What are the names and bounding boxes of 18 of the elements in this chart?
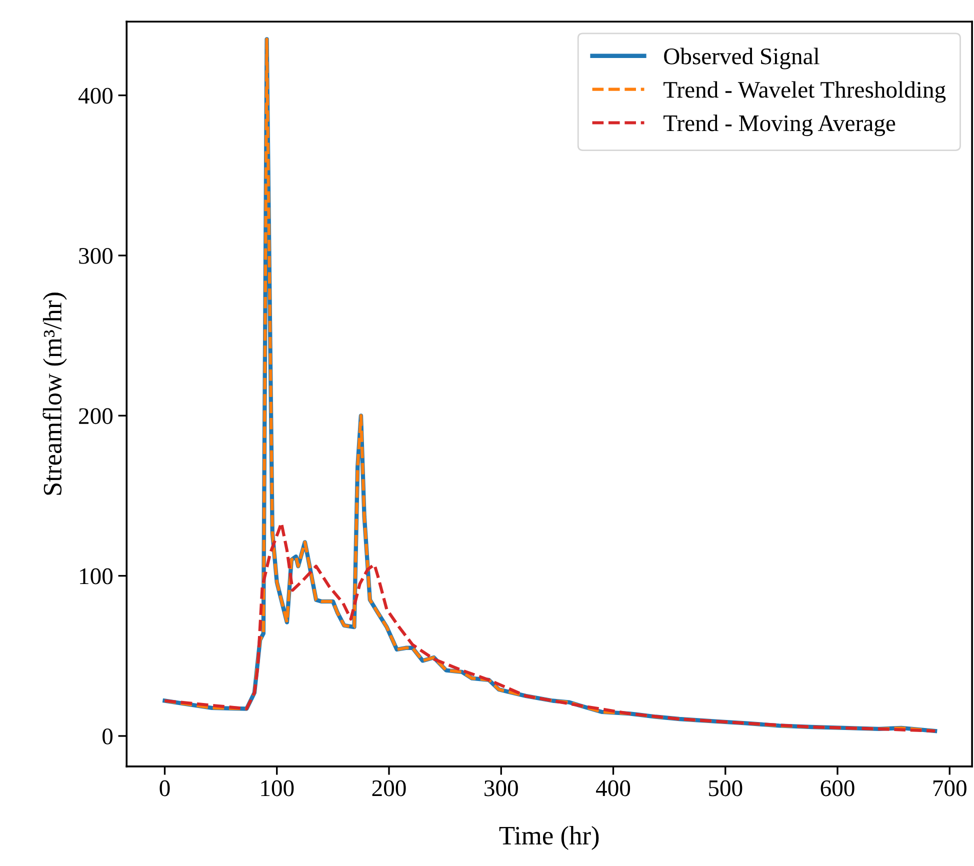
legend-label: Trend - Moving Average <box>664 114 896 136</box>
x-tick-label: 600 <box>820 780 854 796</box>
x-tick-label: 300 <box>484 780 518 796</box>
y-tick-label: 300 <box>79 248 113 264</box>
y-tick-label: 0 <box>102 728 113 744</box>
y-axis-title: Streamflow (m³/hr) <box>42 292 67 495</box>
x-tick-label: 200 <box>372 780 406 796</box>
x-tick-label: 400 <box>596 780 630 796</box>
y-tick-label: 200 <box>79 408 113 424</box>
x-axis-title: Time (hr) <box>499 826 599 850</box>
x-tick-label: 500 <box>709 780 742 796</box>
x-tick-label: 100 <box>261 780 294 796</box>
legend-label: Trend - Wavelet Thresholding <box>664 81 946 103</box>
x-tick-label: 700 <box>933 780 966 796</box>
y-tick-label: 100 <box>80 568 113 584</box>
x-tick-label: 0 <box>160 780 170 796</box>
legend-label: Observed Signal <box>664 48 820 70</box>
y-tick-label: 400 <box>78 88 113 104</box>
